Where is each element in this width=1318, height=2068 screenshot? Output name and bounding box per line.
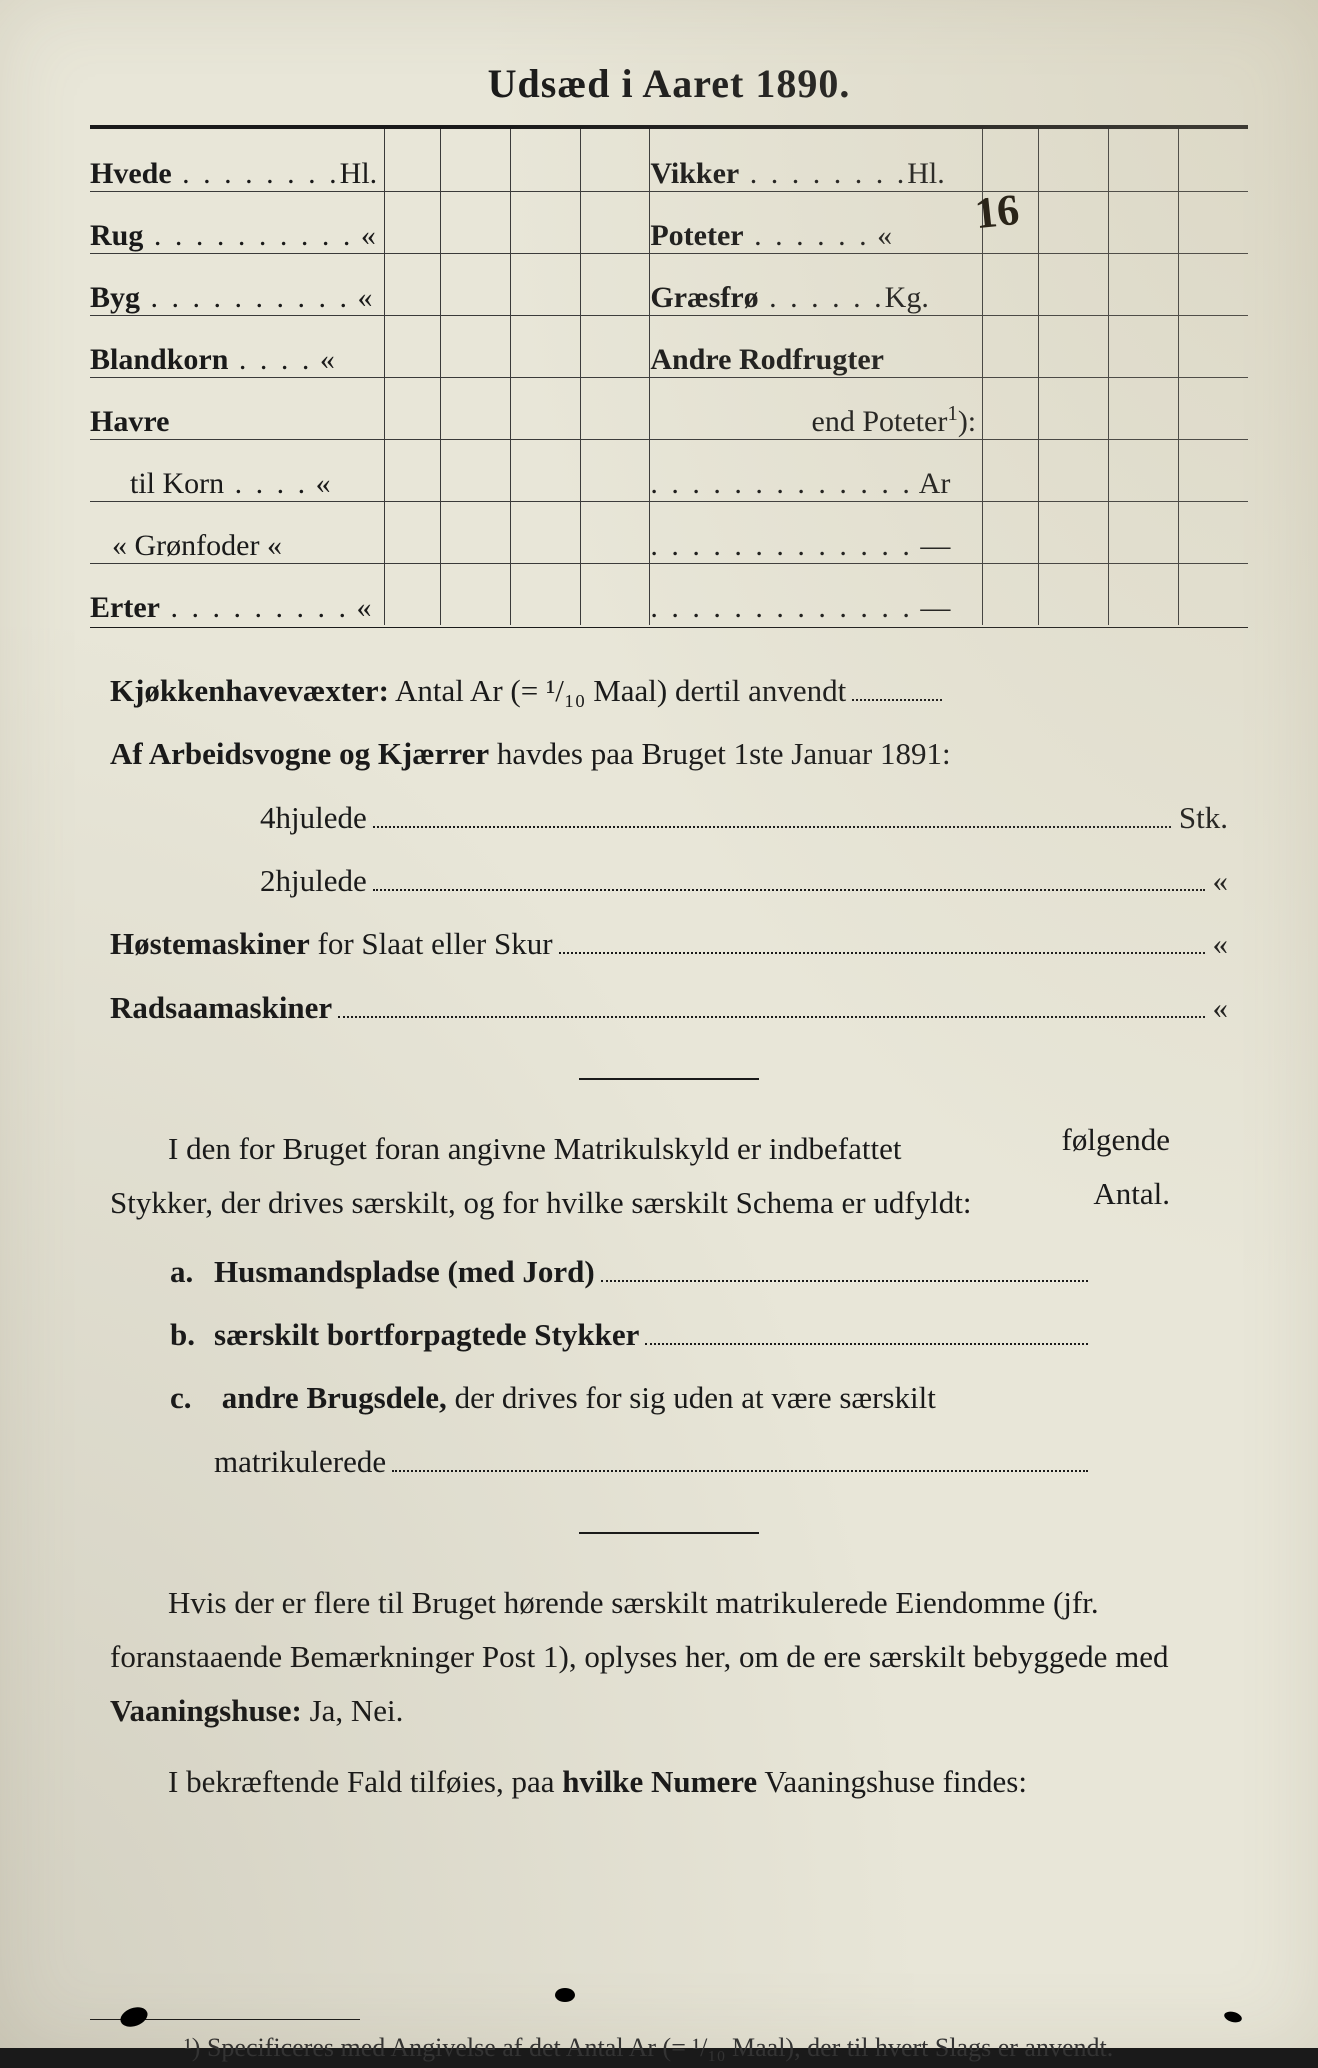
ink-blot-icon bbox=[118, 2004, 150, 2030]
folgende-label: følgende bbox=[1062, 1122, 1170, 1158]
table-row: Byg . . . . . . . . . . « Græsfrø . . . … bbox=[90, 253, 1248, 315]
cell bbox=[385, 129, 441, 191]
twowheel-line: 2hjulede« bbox=[110, 852, 1228, 909]
document-page: Udsæd i Aaret 1890. Hvede . . . . . . . … bbox=[0, 0, 1318, 2048]
item-c-line2: matrikulerede bbox=[110, 1433, 1228, 1490]
cell bbox=[1178, 129, 1248, 191]
body-block-1: Kjøkkenhavevæxter: Antal Ar (= ¹/₁₀ Maal… bbox=[90, 628, 1248, 1036]
para-1b: Stykker, der drives særskilt, og for hvi… bbox=[90, 1176, 1248, 1230]
seed-table-wrap: Hvede . . . . . . . .Hl. Vikker . . . . … bbox=[90, 129, 1248, 628]
ink-blot-icon bbox=[1223, 2010, 1243, 2024]
left-label: Rug . . . . . . . . . . « bbox=[90, 191, 385, 253]
table-row: « Grønfoder « . . . . . . . . . . . . . … bbox=[90, 501, 1248, 563]
section-2: følgende Antal. I den for Bruget foran a… bbox=[90, 1122, 1248, 1490]
para-2: Hvis der er flere til Bruget hørende sær… bbox=[90, 1576, 1248, 1739]
table-row: til Korn . . . . « . . . . . . . . . . .… bbox=[90, 439, 1248, 501]
page-title: Udsæd i Aaret 1890. bbox=[90, 60, 1248, 107]
item-c: c. andre Brugsdele, der drives for sig u… bbox=[110, 1369, 1228, 1426]
arbeid-line: Af Arbeidsvogne og Kjærrer havdes paa Br… bbox=[110, 725, 1228, 782]
table-row: Havre end Poteter1): bbox=[90, 377, 1248, 439]
right-label: Poteter . . . . . . « bbox=[650, 191, 983, 253]
rads-line: Radsaamaskiner« bbox=[110, 979, 1228, 1036]
table-row: Erter . . . . . . . . . « . . . . . . . … bbox=[90, 563, 1248, 625]
antal-label: Antal. bbox=[1093, 1176, 1170, 1212]
poteter-value-cell: 16 bbox=[983, 191, 1039, 253]
cell bbox=[580, 129, 650, 191]
hoste-line: Høstemaskiner for Slaat eller Skur« bbox=[110, 915, 1228, 972]
table-row: Rug . . . . . . . . . . « Poteter . . . … bbox=[90, 191, 1248, 253]
ink-blot-icon bbox=[555, 1988, 575, 2002]
cell bbox=[441, 129, 511, 191]
cell bbox=[1109, 129, 1179, 191]
section-divider bbox=[579, 1078, 759, 1080]
seed-table: Hvede . . . . . . . .Hl. Vikker . . . . … bbox=[90, 129, 1248, 625]
cell bbox=[1039, 129, 1109, 191]
left-label: Hvede . . . . . . . .Hl. bbox=[90, 129, 385, 191]
fourwheel-line: 4hjuledeStk. bbox=[110, 789, 1228, 846]
right-label: Vikker . . . . . . . .Hl. bbox=[650, 129, 983, 191]
kjokken-line: Kjøkkenhavevæxter: Antal Ar (= ¹/₁₀ Maal… bbox=[110, 662, 1228, 719]
handwritten-value: 16 bbox=[973, 183, 1022, 238]
cell bbox=[983, 129, 1039, 191]
table-row: Hvede . . . . . . . .Hl. Vikker . . . . … bbox=[90, 129, 1248, 191]
item-a: a. Husmandspladse (med Jord) bbox=[110, 1243, 1228, 1300]
item-b: b. særskilt bortforpagtede Stykker bbox=[110, 1306, 1228, 1363]
para-3: I bekræftende Fald tilføies, paa hvilke … bbox=[90, 1755, 1248, 1809]
table-row: Blandkorn . . . . « Andre Rodfrugter bbox=[90, 315, 1248, 377]
cell bbox=[510, 129, 580, 191]
section-divider-2 bbox=[579, 1532, 759, 1534]
